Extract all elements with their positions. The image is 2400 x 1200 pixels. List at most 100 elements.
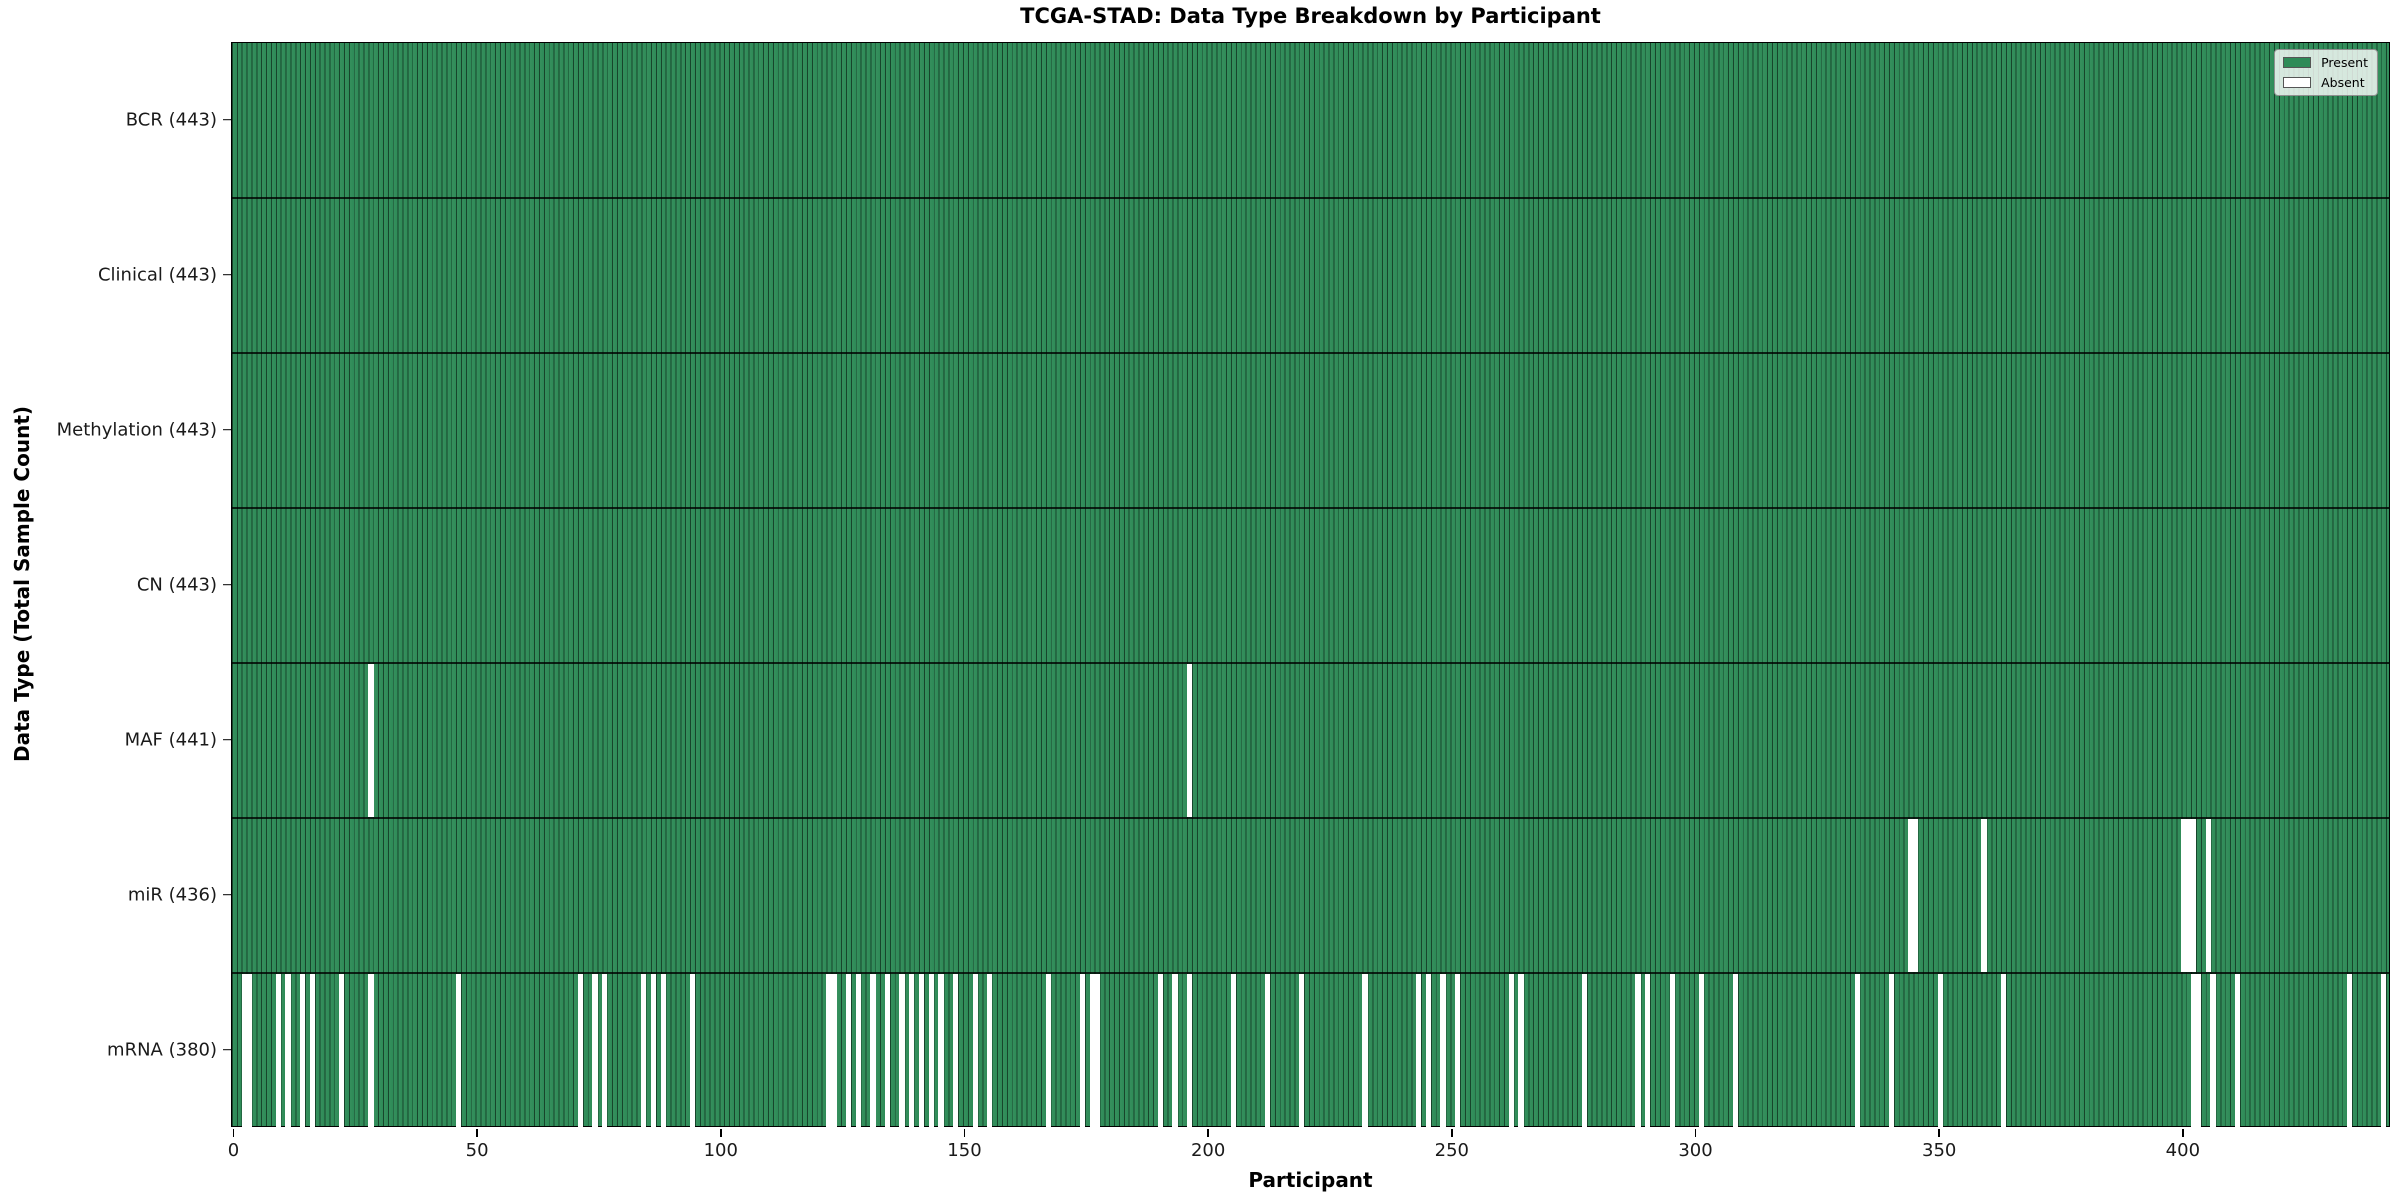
absent-gap-mRNA-86 [650, 973, 657, 1128]
x-tick-mark [1938, 1129, 1940, 1137]
absent-gap-mRNA-411 [2234, 973, 2241, 1128]
absent-gap-mRNA-350 [1937, 973, 1943, 1128]
absent-gap-mRNA-308 [1732, 973, 1739, 1128]
row-separator [232, 507, 2389, 509]
absent-gap-mRNA-11 [285, 973, 291, 1128]
absent-gap-mRNA-193 [1172, 973, 1178, 1128]
y-tick-label-BCR: BCR (443) [125, 109, 217, 130]
absent-gap-mRNA-28 [368, 973, 374, 1128]
absent-gap-mRNA-277 [1581, 973, 1588, 1128]
absent-gap-mRNA-245 [1425, 973, 1432, 1128]
absent-gap-mRNA-14 [300, 973, 306, 1128]
absent-gap-mRNA-128 [855, 973, 861, 1128]
x-tick-mark [963, 1129, 966, 1137]
absent-gap-mRNA-434 [2346, 973, 2353, 1128]
legend-swatch-absent [2283, 77, 2312, 88]
absent-gap-mRNA-145 [938, 973, 944, 1128]
row-separator [232, 972, 2389, 974]
absent-gap-mRNA-243 [1416, 973, 1422, 1128]
legend-entry-present: Present [2283, 55, 2368, 70]
absent-gap-mRNA-406 [2210, 973, 2216, 1128]
absent-gap-mRNA-402 [2190, 973, 2197, 1128]
absent-gap-mRNA-137 [899, 973, 905, 1128]
x-tick-mark [1207, 1129, 1209, 1137]
absent-gap-mRNA-196 [1187, 973, 1193, 1128]
absent-gap-mRNA-262 [1508, 973, 1514, 1128]
absent-gap-mRNA-88 [660, 973, 666, 1128]
absent-gap-miR-405 [2205, 818, 2211, 973]
x-tick-label-200: 200 [1190, 1140, 1226, 1161]
absent-gap-mRNA-176 [1089, 973, 1095, 1128]
row-separator [232, 817, 2389, 819]
legend-entry-absent: Absent [2283, 75, 2368, 90]
absent-gap-MAF-28 [368, 663, 374, 818]
x-axis-title: Participant [1248, 1168, 1373, 1192]
absent-gap-mRNA-232 [1362, 973, 1368, 1128]
x-tick-mark [719, 1129, 722, 1137]
absent-gap-miR-401 [2186, 818, 2192, 973]
y-tick-label-CN: CN (443) [136, 574, 217, 595]
y-tick-mark [223, 583, 231, 586]
y-tick-label-mRNA: mRNA (380) [107, 1039, 217, 1060]
absent-gap-mRNA-94 [689, 973, 696, 1128]
absent-gap-mRNA-219 [1299, 973, 1305, 1128]
y-tick-label-miR: miR (436) [127, 884, 217, 905]
y-tick-mark [223, 738, 231, 741]
y-tick-mark [223, 118, 231, 121]
row-separator [232, 197, 2389, 199]
absent-gap-MAF-196 [1187, 663, 1193, 818]
absent-gap-mRNA-152 [972, 973, 978, 1128]
absent-gap-mRNA-134 [884, 973, 891, 1128]
absent-gap-mRNA-301 [1698, 973, 1705, 1128]
y-tick-mark [223, 273, 231, 276]
absent-gap-mRNA-148 [953, 973, 959, 1128]
absent-gap-miR-402 [2190, 818, 2197, 973]
absent-gap-mRNA-46 [455, 973, 462, 1128]
absent-gap-mRNA-16 [309, 973, 316, 1128]
x-tick-label-150: 150 [947, 1140, 982, 1161]
absent-gap-mRNA-155 [987, 973, 993, 1128]
absent-gap-mRNA-74 [592, 973, 598, 1128]
absent-gap-mRNA-122 [826, 973, 832, 1128]
x-tick-label-100: 100 [703, 1140, 738, 1161]
y-tick-label-Methylation: Methylation (443) [56, 419, 217, 440]
x-tick-label-400: 400 [2165, 1140, 2201, 1161]
absent-gap-mRNA-288 [1635, 973, 1641, 1128]
absent-gap-mRNA-363 [2000, 973, 2007, 1128]
x-tick-mark [1694, 1129, 1697, 1137]
absent-gap-mRNA-167 [1045, 973, 1051, 1128]
x-tick-label-300: 300 [1678, 1140, 1713, 1161]
absent-gap-mRNA-131 [870, 973, 876, 1128]
row-separator [232, 662, 2389, 664]
absent-gap-mRNA-177 [1094, 973, 1100, 1128]
absent-gap-mRNA-340 [1888, 973, 1895, 1128]
absent-gap-mRNA-212 [1265, 973, 1271, 1128]
absent-gap-mRNA-84 [641, 973, 647, 1128]
y-tick-mark [223, 428, 231, 431]
x-tick-mark [2182, 1129, 2184, 1137]
absent-gap-mRNA-139 [909, 973, 915, 1128]
absent-gap-mRNA-71 [577, 973, 584, 1128]
absent-gap-mRNA-190 [1157, 973, 1164, 1128]
absent-gap-miR-359 [1981, 818, 1987, 973]
y-tick-label-MAF: MAF (441) [124, 729, 217, 750]
absent-gap-miR-344 [1908, 818, 1914, 973]
absent-gap-miR-345 [1913, 818, 1919, 973]
x-tick-label-250: 250 [1434, 1140, 1470, 1161]
y-tick-mark [223, 893, 231, 896]
absent-gap-mRNA-290 [1645, 973, 1651, 1128]
legend-label: Absent [2321, 75, 2365, 90]
x-tick-label-350: 350 [1922, 1140, 1957, 1161]
absent-gap-mRNA-3 [246, 973, 252, 1128]
absent-gap-mRNA-205 [1230, 973, 1237, 1128]
absent-gap-mRNA-264 [1518, 973, 1524, 1128]
absent-gap-mRNA-174 [1079, 973, 1086, 1128]
absent-gap-mRNA-76 [602, 973, 608, 1128]
absent-gap-mRNA-441 [2381, 973, 2387, 1128]
legend: Present Absent [2274, 49, 2378, 96]
y-tick-label-Clinical: Clinical (443) [97, 264, 217, 285]
absent-gap-mRNA-248 [1440, 973, 1446, 1128]
absent-gap-mRNA-9 [275, 973, 281, 1128]
x-tick-label-50: 50 [465, 1140, 489, 1161]
